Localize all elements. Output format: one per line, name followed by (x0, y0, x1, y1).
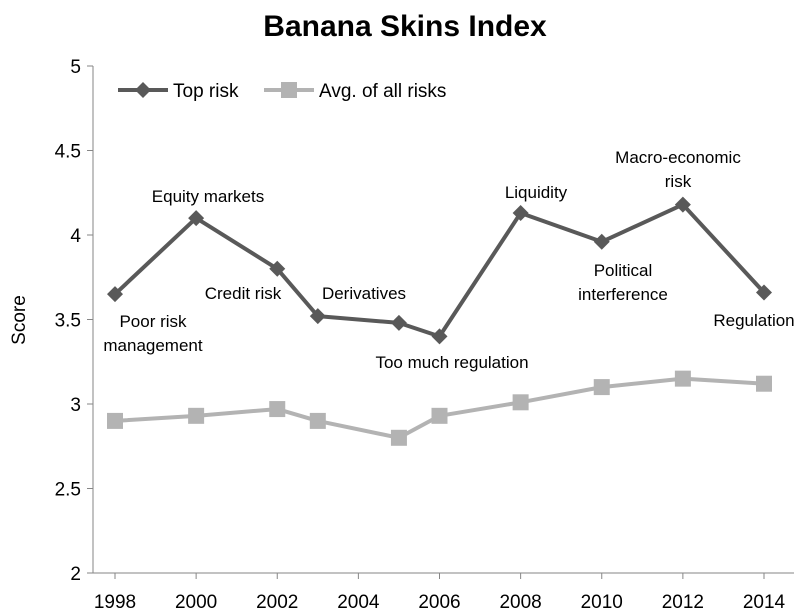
series-layer (107, 196, 772, 446)
chart-title: Banana Skins Index (263, 10, 547, 43)
data-point-square (390, 429, 407, 446)
y-tick-label: 2.5 (55, 480, 81, 501)
data-point-square (431, 407, 448, 424)
data-point-diamond (269, 260, 286, 277)
legend-label: Avg. of all risks (319, 81, 446, 102)
data-point-diamond (431, 328, 448, 345)
x-tick-label: 2004 (337, 592, 380, 613)
annotation-label: Regulation (713, 311, 794, 330)
annotations: Poor risk management Equity markets Credit … (103, 148, 794, 372)
data-point-diamond (188, 210, 205, 227)
data-point-square (512, 394, 529, 411)
data-point-diamond (674, 196, 691, 213)
data-point-diamond (309, 308, 326, 325)
data-point-diamond (512, 205, 529, 222)
data-point-square (674, 370, 691, 387)
series-line (114, 376, 765, 440)
data-point-diamond (390, 314, 407, 331)
y-tick-label: 3.5 (55, 311, 81, 332)
series-line (113, 202, 766, 339)
x-tick-label: 2010 (581, 592, 623, 613)
y-tick-label: 3 (70, 395, 81, 416)
annotation-label: Poor risk (119, 312, 187, 331)
x-tick-label: 2008 (499, 592, 541, 613)
series-top-risk (107, 196, 772, 345)
data-point-square (107, 412, 123, 429)
annotation-label: Credit risk (205, 284, 282, 303)
legend-label: Top risk (173, 81, 239, 102)
legend: Top risk Avg. of all risks (118, 81, 446, 102)
y-tick-label: 4 (70, 226, 81, 247)
annotation-label: Derivatives (322, 284, 406, 303)
legend-marker-diamond (135, 82, 151, 98)
y-tick-label: 5 (70, 57, 81, 78)
data-point-diamond (756, 284, 772, 301)
x-tick-label: 2000 (175, 592, 217, 613)
data-point-square (756, 375, 772, 392)
legend-marker-square (281, 82, 297, 98)
annotation-label: Political (594, 261, 653, 280)
x-tick-label: 2006 (418, 592, 460, 613)
data-point-diamond (593, 233, 610, 250)
annotation-label: Liquidity (505, 183, 568, 202)
series-avg-of-all-risks (107, 370, 772, 446)
data-point-square (269, 401, 286, 418)
data-point-square (188, 407, 205, 424)
annotation-label: risk (665, 172, 692, 191)
data-point-square (309, 412, 326, 429)
annotation-label: management (103, 336, 203, 355)
annotation-label: Too much regulation (375, 353, 528, 372)
y-tick-label: 2 (70, 564, 81, 585)
data-point-diamond (107, 286, 123, 303)
annotation-label: interference (578, 285, 668, 304)
y-tick-label: 4.5 (55, 142, 81, 163)
x-tick-label: 2012 (662, 592, 704, 613)
y-axis-title: Score (9, 295, 30, 345)
annotation-label: Equity markets (152, 187, 264, 206)
data-point-square (593, 379, 610, 396)
x-tick-label: 1998 (94, 592, 136, 613)
x-tick-label: 2014 (743, 592, 786, 613)
x-tick-label: 2002 (256, 592, 298, 613)
annotation-label: Macro-economic (615, 148, 741, 167)
axes: 2 2.5 3 3.5 4 4.5 5 1998 2000 2002 2004 2006 2008 201… (55, 57, 794, 613)
